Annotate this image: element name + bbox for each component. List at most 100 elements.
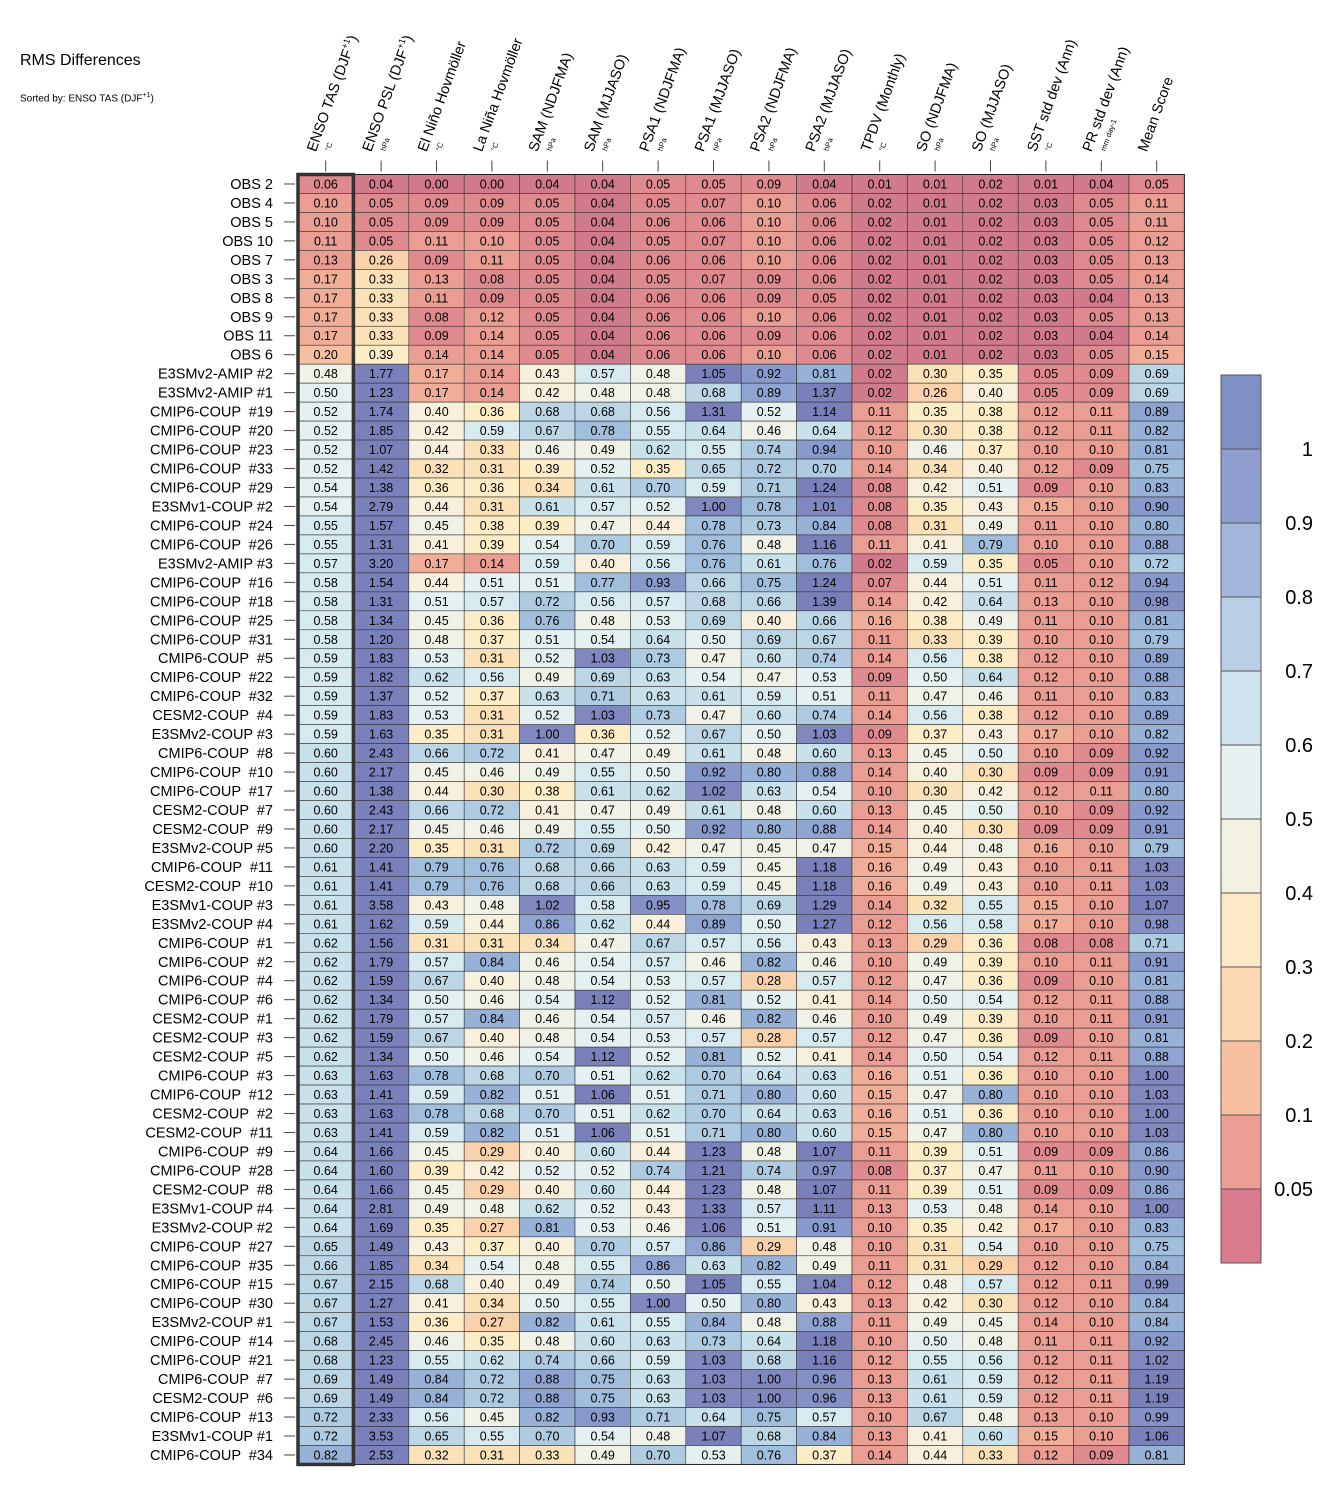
cell-value-label: 1.77 <box>369 367 393 381</box>
cell-value-label: 0.48 <box>978 841 1002 855</box>
cell-value-label: 0.47 <box>923 974 947 988</box>
cell-value-label: 0.12 <box>1034 1297 1058 1311</box>
cell-value-label: 0.59 <box>314 690 338 704</box>
cell-value-label: 0.48 <box>757 1316 781 1330</box>
cell-value-label: 0.09 <box>424 196 448 210</box>
cell-value-label: 0.06 <box>812 329 836 343</box>
cell-value-label: 0.55 <box>591 822 615 836</box>
cell-value-label: 0.56 <box>923 709 947 723</box>
cell-value-label: 0.60 <box>591 1145 615 1159</box>
cell-value-label: 0.07 <box>701 196 725 210</box>
cell-value-label: 0.49 <box>923 1316 947 1330</box>
cell-value-label: 0.45 <box>757 841 781 855</box>
cell-value-label: 0.10 <box>868 785 892 799</box>
row-label: CMIP6-COUP #35 <box>150 1258 273 1274</box>
cell-value-label: 1.31 <box>369 595 393 609</box>
cell-value-label: 0.11 <box>1145 196 1168 210</box>
cell-value-label: 0.01 <box>923 196 947 210</box>
cell-value-label: 0.55 <box>646 1316 670 1330</box>
cell-value-label: 0.44 <box>646 917 670 931</box>
cell-value-label: 0.11 <box>1090 785 1113 799</box>
cell-value-label: 0.55 <box>646 424 670 438</box>
cell-value-label: 0.52 <box>757 1050 781 1064</box>
cell-value-label: 1.54 <box>369 576 393 590</box>
cell-value-label: 0.67 <box>314 1316 338 1330</box>
cell-value-label: 0.32 <box>923 898 947 912</box>
cell-value-label: 0.33 <box>978 1448 1002 1462</box>
cell-value-label: 0.10 <box>757 215 781 229</box>
cell-value-label: 0.48 <box>480 1202 504 1216</box>
cell-value-label: 0.08 <box>424 310 448 324</box>
cell-value-label: 0.10 <box>757 348 781 362</box>
cell-value-label: 0.40 <box>424 405 448 419</box>
colorbar-band <box>1221 375 1261 449</box>
cell-value-label: 0.17 <box>314 329 338 343</box>
cell-value-label: 0.06 <box>812 196 836 210</box>
cell-value-label: 0.10 <box>1089 538 1113 552</box>
cell-value-label: 0.47 <box>591 803 615 817</box>
cell-value-label: 0.36 <box>424 481 448 495</box>
cell-value-label: 0.72 <box>314 1430 338 1444</box>
cell-value-label: 0.64 <box>701 1411 725 1425</box>
cell-value-label: 0.10 <box>1089 633 1113 647</box>
cell-value-label: 0.82 <box>535 1411 559 1425</box>
cell-value-label: 2.45 <box>369 1335 393 1349</box>
cell-value-label: 0.60 <box>591 1183 615 1197</box>
cell-value-label: 0.09 <box>1089 462 1113 476</box>
cell-value-label: 0.35 <box>978 557 1002 571</box>
cell-value-label: 0.10 <box>1089 728 1113 742</box>
cell-value-label: 0.45 <box>424 1145 448 1159</box>
cell-value-label: 1.38 <box>369 785 393 799</box>
cell-value-label: 0.05 <box>1034 386 1058 400</box>
cell-value-label: 0.39 <box>369 348 393 362</box>
cell-value-label: 0.50 <box>923 993 947 1007</box>
cell-value-label: 0.40 <box>978 462 1002 476</box>
cell-value-label: 0.02 <box>978 329 1002 343</box>
cell-value-label: 1.31 <box>369 538 393 552</box>
cell-value-label: 0.16 <box>1034 841 1058 855</box>
cell-value-label: 0.76 <box>701 538 725 552</box>
cell-value-label: 0.35 <box>978 367 1002 381</box>
cell-value-label: 0.63 <box>314 1126 338 1140</box>
cell-value-label: 0.03 <box>1034 329 1058 343</box>
cell-value-label: 0.06 <box>314 177 338 191</box>
row-label: CMIP6-COUP #24 <box>150 518 273 534</box>
cell-value-label: 0.49 <box>978 519 1002 533</box>
cell-value-label: 0.44 <box>424 443 448 457</box>
cell-value-label: 0.09 <box>1034 1145 1058 1159</box>
cell-value-label: 0.52 <box>646 1050 670 1064</box>
cell-value-label: 0.10 <box>868 1411 892 1425</box>
cell-value-label: 0.04 <box>591 329 615 343</box>
cell-value-label: 0.04 <box>591 272 615 286</box>
cell-value-label: 0.05 <box>1089 310 1113 324</box>
cell-value-label: 1.00 <box>646 1297 670 1311</box>
cell-value-label: 0.10 <box>1089 690 1113 704</box>
cell-value-label: 0.49 <box>591 1448 615 1462</box>
cell-value-label: 0.62 <box>314 1050 338 1064</box>
cell-value-label: 0.55 <box>757 1278 781 1292</box>
cell-value-label: 1.57 <box>369 519 393 533</box>
cell-value-label: 0.08 <box>1089 936 1113 950</box>
cell-value-label: 0.02 <box>868 367 892 381</box>
cell-value-label: 0.46 <box>701 1012 725 1026</box>
cell-value-label: 0.81 <box>812 367 836 381</box>
cell-value-label: 0.43 <box>978 728 1002 742</box>
cell-value-label: 1.62 <box>369 917 393 931</box>
cell-value-label: 0.54 <box>591 974 615 988</box>
cell-value-label: 1.85 <box>369 1259 393 1273</box>
cell-value-label: 0.09 <box>1034 974 1058 988</box>
cell-value-label: 0.05 <box>369 196 393 210</box>
cell-value-label: 0.72 <box>480 803 504 817</box>
cell-value-label: 0.11 <box>1090 993 1113 1007</box>
cell-value-label: 0.74 <box>812 709 836 723</box>
cell-value-label: 0.38 <box>978 424 1002 438</box>
cell-value-label: 0.05 <box>646 196 670 210</box>
colorbar-band <box>1221 1041 1261 1115</box>
cell-value-label: 0.54 <box>591 955 615 969</box>
cell-value-label: 0.52 <box>591 462 615 476</box>
cell-value-label: 0.80 <box>978 1088 1002 1102</box>
cell-value-label: 0.46 <box>812 955 836 969</box>
cell-value-label: 0.81 <box>701 993 725 1007</box>
row-label: OBS 5 <box>230 215 273 231</box>
cell-value-label: 0.59 <box>701 481 725 495</box>
